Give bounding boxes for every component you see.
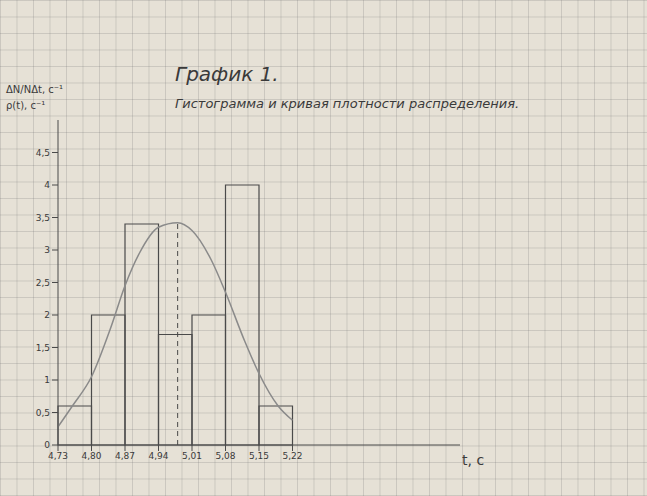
html-text:t, c: t, c <box>462 452 485 468</box>
svg-text:5,01: 5,01 <box>182 451 202 461</box>
svg-text:5,22: 5,22 <box>282 451 302 461</box>
svg-text:1: 1 <box>44 375 50 385</box>
svg-text:0: 0 <box>44 440 50 450</box>
svg-text:4,87: 4,87 <box>115 451 135 461</box>
svg-text:2,5: 2,5 <box>36 278 50 288</box>
svg-text:5,08: 5,08 <box>215 451 235 461</box>
html-text:График 1.: График 1. <box>175 62 279 86</box>
svg-text:4: 4 <box>44 180 50 190</box>
html-text:Гистограмма и кривая плотности: Гистограмма и кривая плотности распредел… <box>175 96 520 111</box>
svg-text:5,15: 5,15 <box>249 451 269 461</box>
html-text:ΔN/NΔt, c⁻¹: ΔN/NΔt, c⁻¹ <box>6 84 64 95</box>
svg-text:0,5: 0,5 <box>36 408 50 418</box>
svg-text:4,5: 4,5 <box>36 148 50 158</box>
svg-text:2: 2 <box>44 310 50 320</box>
svg-text:3,5: 3,5 <box>36 213 50 223</box>
svg-text:4,73: 4,73 <box>48 451 68 461</box>
svg-text:3: 3 <box>44 245 50 255</box>
html-text:ρ(t), c⁻¹: ρ(t), c⁻¹ <box>6 100 46 111</box>
svg-text:4,80: 4,80 <box>81 451 101 461</box>
svg-text:4,94: 4,94 <box>148 451 168 461</box>
svg-text:1,5: 1,5 <box>36 343 50 353</box>
